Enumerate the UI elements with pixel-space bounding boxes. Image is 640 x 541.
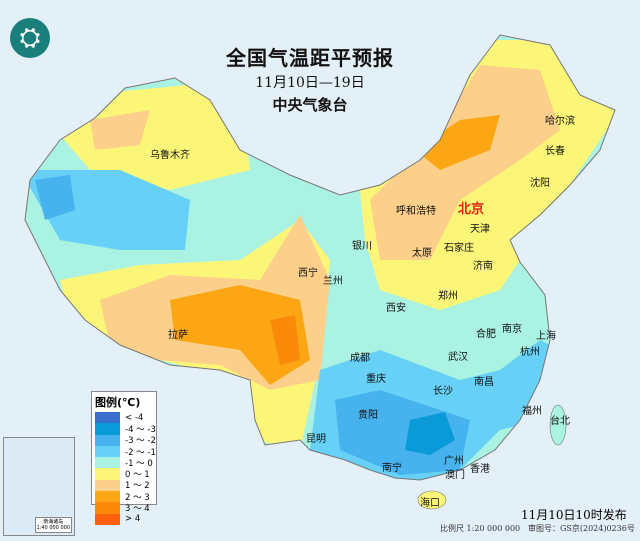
city-label: 哈尔滨 xyxy=(545,116,575,127)
city-label: 贵阳 xyxy=(358,410,378,421)
issuer: 中央气象台 xyxy=(272,96,348,114)
legend-item: 1 ～ 2 xyxy=(92,479,156,492)
legend-label: > 4 xyxy=(125,514,141,525)
legend-label: 2 ～ 3 xyxy=(125,492,150,503)
city-label: 成都 xyxy=(350,353,370,364)
legend-item: > 4 xyxy=(92,513,156,525)
legend-label: 3 ～ 4 xyxy=(125,504,150,515)
city-label: 合肥 xyxy=(476,329,496,340)
legend-title: 图例(℃) xyxy=(95,396,141,409)
map-scale: 比例尺 1:20 000 000 xyxy=(440,524,521,533)
city-label: 兰州 xyxy=(323,276,343,287)
legend-swatch xyxy=(95,423,120,435)
legend-swatch xyxy=(95,434,120,446)
city-label: 南京 xyxy=(502,324,522,335)
legend-label: 0 ～ 1 xyxy=(125,470,150,481)
city-label: 福州 xyxy=(522,406,542,417)
map-title: 全国气温距平预报 xyxy=(226,46,394,70)
city-label: 西安 xyxy=(386,303,406,314)
legend-label: -1 ～ 0 xyxy=(125,458,153,469)
city-label: 南昌 xyxy=(474,377,494,388)
city-label: 长沙 xyxy=(433,386,453,397)
city-label: 沈阳 xyxy=(530,178,550,189)
zone-3-4-plateau xyxy=(270,315,300,365)
zone-1-2-west xyxy=(90,110,150,150)
city-label: 西宁 xyxy=(298,268,318,279)
review-number: 审图号：GS京(2024)0236号 xyxy=(528,524,635,533)
city-label: 长春 xyxy=(545,146,565,157)
city-label: 银川 xyxy=(352,241,372,252)
legend-label: -3 ～ -2 xyxy=(125,436,156,447)
city-label: 重庆 xyxy=(366,374,386,385)
city-label: 北京 xyxy=(458,202,485,217)
legend-swatch xyxy=(95,445,120,458)
legend-item: -4 ～ -3 xyxy=(92,423,156,435)
zone-2-3-plateau xyxy=(170,285,310,385)
legend-swatch xyxy=(95,412,120,424)
city-label: 南宁 xyxy=(382,463,402,474)
legend-swatch xyxy=(95,513,120,525)
city-label: 杭州 xyxy=(520,347,540,358)
city-label: 乌鲁木齐 xyxy=(150,150,190,161)
city-label: 广州 xyxy=(444,456,464,467)
south-china-sea-inset: 南海诸岛 1:40 000 000 xyxy=(3,437,75,536)
legend-swatch xyxy=(95,468,120,480)
city-label: 香港 xyxy=(470,464,490,475)
city-label: 郑州 xyxy=(438,291,458,302)
city-label: 上海 xyxy=(536,331,556,342)
legend-item: 3 ～ 4 xyxy=(92,502,156,515)
city-label: 昆明 xyxy=(306,434,326,445)
zone-minus3-south xyxy=(335,390,470,475)
hainan-island xyxy=(417,490,447,510)
legend-label: -2 ～ -1 xyxy=(125,447,156,458)
zone-2-3-northeast xyxy=(415,115,500,170)
cma-logo-icon: ⛭ xyxy=(10,18,50,58)
city-label: 石家庄 xyxy=(444,243,474,254)
legend-swatch xyxy=(95,479,120,492)
taiwan-island xyxy=(549,404,567,446)
legend-label: < -4 xyxy=(125,412,144,423)
legend-item: 0 ～ 1 xyxy=(92,468,156,481)
legend-item: < -4 xyxy=(92,412,156,424)
legend-item: -2 ～ -1 xyxy=(92,445,156,458)
city-label: 太原 xyxy=(412,248,432,259)
legend-label: -4 ～ -3 xyxy=(125,424,156,435)
legend-label: 1 ～ 2 xyxy=(125,481,150,492)
city-label: 拉萨 xyxy=(168,330,188,341)
city-label: 台北 xyxy=(550,416,570,427)
legend-item: -3 ～ -2 xyxy=(92,434,156,447)
city-label: 澳门 xyxy=(445,470,465,481)
city-label: 武汉 xyxy=(448,352,468,363)
legend-item: 2 ～ 3 xyxy=(92,491,156,503)
zone-minus3-west xyxy=(35,175,75,220)
city-label: 济南 xyxy=(473,261,493,272)
inset-caption: 南海诸岛 1:40 000 000 xyxy=(34,517,72,533)
city-label: 呼和浩特 xyxy=(396,206,436,217)
zone-1-2-northeast xyxy=(370,65,560,260)
date-range: 11月10日—19日 xyxy=(255,75,365,91)
city-label: 天津 xyxy=(470,224,490,235)
city-label: 海口 xyxy=(420,498,440,509)
china-border xyxy=(24,34,616,481)
legend-swatch xyxy=(95,457,120,469)
legend-swatch xyxy=(95,502,120,514)
zone-minus4-south xyxy=(405,412,455,455)
legend-item: -1 ～ 0 xyxy=(92,457,156,469)
legend-swatch xyxy=(95,491,120,503)
publish-time: 11月10日10时发布 xyxy=(521,508,627,522)
